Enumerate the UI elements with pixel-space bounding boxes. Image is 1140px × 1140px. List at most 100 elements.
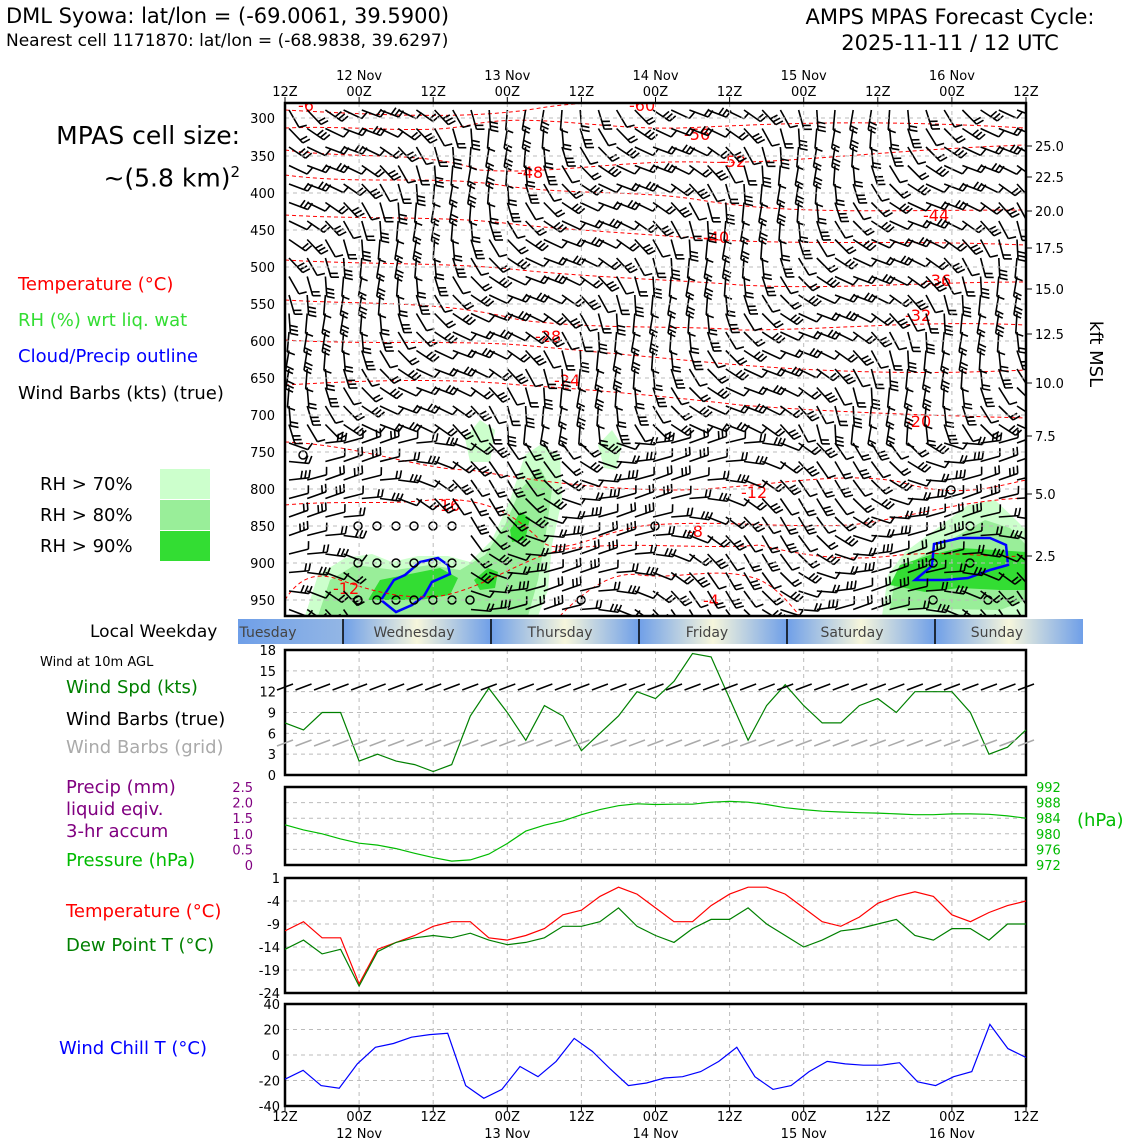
- wind-barb-feather: [575, 323, 584, 329]
- wind-barb-shaft: [341, 331, 345, 353]
- wind-barb-feather: [408, 346, 417, 350]
- wind-barb: [725, 331, 745, 350]
- surface-barb-grid: [332, 739, 349, 747]
- wind-barb-feather: [790, 366, 798, 374]
- wind-barb-feather: [796, 318, 804, 326]
- wind-barb-feather: [611, 445, 619, 453]
- wind-barb-shaft: [543, 183, 555, 202]
- wind-barb-shaft: [998, 239, 1005, 260]
- wind-barb-shaft: [925, 567, 946, 574]
- wind-barb-feather: [688, 446, 691, 455]
- wind-barb-shaft: [870, 183, 883, 202]
- wind-barb: [798, 386, 822, 400]
- wind-barb-shaft: [470, 368, 490, 379]
- surface-barb-true: [665, 683, 683, 691]
- wind-barb: [816, 553, 841, 566]
- wind-barb: [339, 294, 349, 319]
- wind-barb-shaft: [652, 571, 672, 581]
- wind-barb-feather: [961, 167, 969, 175]
- wind-barb-shaft: [543, 387, 546, 408]
- wind-barb-feather: [339, 314, 348, 319]
- iso-label-60: -60: [629, 96, 655, 115]
- wind-barb-shaft: [343, 454, 363, 463]
- wind-barb-shaft: [325, 571, 345, 581]
- wind-barb: [688, 220, 703, 242]
- wind-barb: [852, 368, 871, 388]
- wind-barb-feather: [535, 240, 543, 247]
- wind-barb-feather: [863, 358, 872, 364]
- wind-barb-feather: [500, 542, 508, 548]
- wind-barb: [448, 183, 458, 208]
- wind-barb: [761, 590, 784, 606]
- wind-barb: [907, 460, 932, 473]
- bottom-tick-label: 12Z: [272, 1110, 298, 1125]
- wind-barb-feather: [925, 539, 928, 548]
- wind-barb: [670, 387, 690, 406]
- wind-barb-feather: [922, 600, 927, 609]
- wind-barb: [597, 146, 620, 163]
- pressure-tick-label: 976: [1036, 843, 1061, 858]
- wind-barb: [470, 498, 490, 517]
- wind-barb: [398, 451, 421, 463]
- wind-barb-shaft: [925, 146, 941, 162]
- wind-barb-feather: [791, 566, 801, 571]
- wind-barb-shaft: [288, 220, 308, 231]
- surface-barb-grid: [350, 739, 368, 747]
- wind-barb: [961, 127, 986, 141]
- wind-barb-shaft: [415, 183, 419, 205]
- surface-barb-true: [369, 683, 386, 691]
- wind-barb: [397, 146, 420, 163]
- wind-barb-feather: [975, 131, 983, 138]
- wind-barb-shaft: [980, 127, 1000, 138]
- wind-barb-feather: [755, 455, 760, 464]
- wind-barb-feather: [663, 162, 670, 171]
- wind-barb-feather: [995, 328, 1004, 334]
- wind-barb: [543, 497, 568, 510]
- wind-barb-feather: [999, 269, 1008, 273]
- wind-barb: [688, 553, 713, 567]
- wind-barb-feather: [859, 468, 868, 473]
- wind-barb: [379, 448, 401, 463]
- wind-barb-feather: [563, 147, 572, 151]
- wind-barb-feather: [922, 506, 926, 516]
- wind-barb-shaft: [1016, 386, 1026, 398]
- wind-barb-shaft: [288, 109, 300, 128]
- wind-barb-feather: [426, 403, 433, 411]
- wind-barb-shaft: [434, 349, 454, 360]
- wind-barb-feather: [902, 205, 910, 212]
- wind-barb-feather: [308, 314, 317, 318]
- wind-barb-feather: [316, 272, 326, 277]
- wind-barb-feather: [390, 431, 393, 440]
- wind-barb-feather: [813, 602, 819, 612]
- wind-barb: [652, 201, 677, 215]
- wind-barb: [561, 368, 572, 392]
- wind-barb: [343, 485, 364, 500]
- wind-barb-feather: [579, 557, 582, 566]
- surface-barb-true: [980, 683, 998, 691]
- wind-barb: [688, 609, 695, 616]
- wind-barb-shaft: [979, 239, 991, 258]
- wind-barb-feather: [635, 314, 645, 318]
- wind-barb-feather: [627, 265, 635, 271]
- wind-barb-feather: [398, 213, 408, 217]
- surface-barb-grid: [925, 739, 942, 747]
- wind-barb: [561, 557, 582, 574]
- wind-barb: [871, 238, 896, 249]
- wind-barb-feather: [680, 425, 688, 432]
- wind-barb: [434, 423, 458, 437]
- wind-barb-feather: [690, 258, 699, 262]
- wind-barb-feather: [617, 324, 626, 328]
- wind-barb: [761, 146, 776, 168]
- wind-barb-shaft: [834, 461, 846, 480]
- wind-barb: [707, 448, 729, 463]
- wind-barb-shaft: [780, 608, 800, 616]
- wind-barb-feather: [690, 347, 699, 351]
- wind-barb-feather: [395, 273, 404, 278]
- iso-label-top: -6: [298, 96, 314, 115]
- wind-barb-feather: [850, 125, 859, 130]
- wind-barb-feather: [526, 425, 535, 429]
- wind-barb-feather: [518, 581, 522, 590]
- weekday-friday: Friday: [686, 625, 728, 641]
- wind-barb: [834, 580, 857, 592]
- wind-barb-feather: [325, 591, 332, 599]
